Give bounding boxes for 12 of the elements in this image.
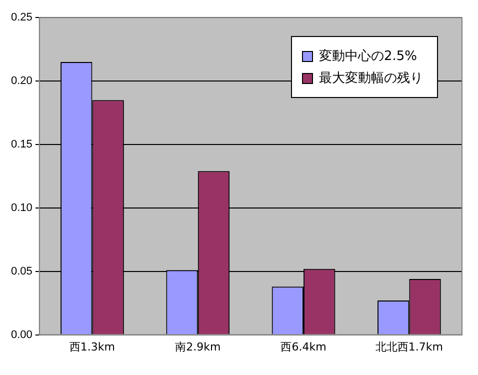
- legend-label: 最大変動幅の残り: [319, 70, 423, 87]
- x-tick-label: 西6.4km: [280, 340, 326, 354]
- y-tick-label: 0.05: [10, 265, 32, 278]
- legend-label: 変動中心の2.5%: [319, 48, 418, 65]
- x-tick-label: 北北西1.7km: [375, 340, 443, 354]
- y-tick-label: 0.00: [10, 328, 32, 341]
- x-tick-label: 南2.9km: [175, 340, 221, 354]
- y-tick-label: 0.25: [10, 12, 32, 24]
- x-tick-label: 西1.3km: [69, 340, 116, 354]
- y-tick-label: 0.10: [10, 202, 32, 214]
- y-tick-label: 0.15: [10, 138, 32, 151]
- y-tick-label: 0.20: [10, 75, 32, 88]
